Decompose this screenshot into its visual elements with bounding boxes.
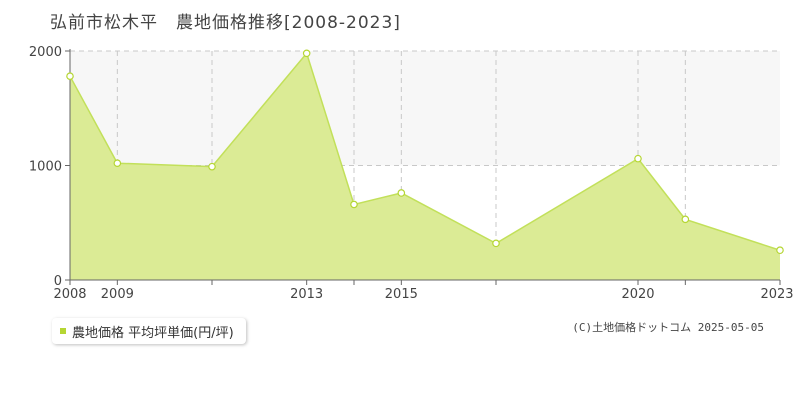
y-tick-label: 2000 — [29, 45, 62, 60]
data-point — [634, 154, 642, 163]
chart-title: 弘前市松木平 農地価格推移[2008-2023] — [50, 13, 401, 33]
x-tick-label: 2015 — [385, 287, 418, 302]
data-point — [681, 215, 690, 224]
x-tick-label: 2008 — [53, 287, 86, 302]
data-point — [776, 246, 784, 255]
data-point — [350, 200, 358, 209]
area-series — [69, 51, 781, 280]
series-area — [70, 53, 780, 280]
legend-swatch — [60, 328, 66, 334]
chart-background — [70, 51, 780, 166]
data-point — [492, 239, 500, 248]
tick-labels: 0 1000 2000 2008 2009 2013 2015 2020 2023 — [29, 45, 794, 302]
x-tick-label: 2020 — [621, 287, 654, 302]
data-point — [302, 49, 311, 58]
y-tick-label: 0 — [54, 274, 62, 289]
axes — [65, 49, 781, 285]
legend: 農地価格 平均坪単価(円/坪) — [52, 318, 246, 344]
data-point — [66, 72, 74, 80]
x-tick-label: 2023 — [760, 287, 793, 302]
data-point — [113, 159, 122, 168]
series-line — [69, 51, 781, 251]
y-tick-label: 1000 — [29, 160, 62, 175]
credit-text: (C)土地価格ドットコム 2025-05-05 — [572, 321, 764, 334]
data-point — [208, 162, 216, 171]
legend-label: 農地価格 平均坪単価(円/坪) — [72, 325, 234, 341]
x-tick-label: 2009 — [101, 287, 134, 302]
data-points — [66, 49, 784, 255]
plot-band — [70, 51, 780, 166]
x-tick-label: 2013 — [290, 287, 323, 302]
data-point — [397, 189, 406, 197]
